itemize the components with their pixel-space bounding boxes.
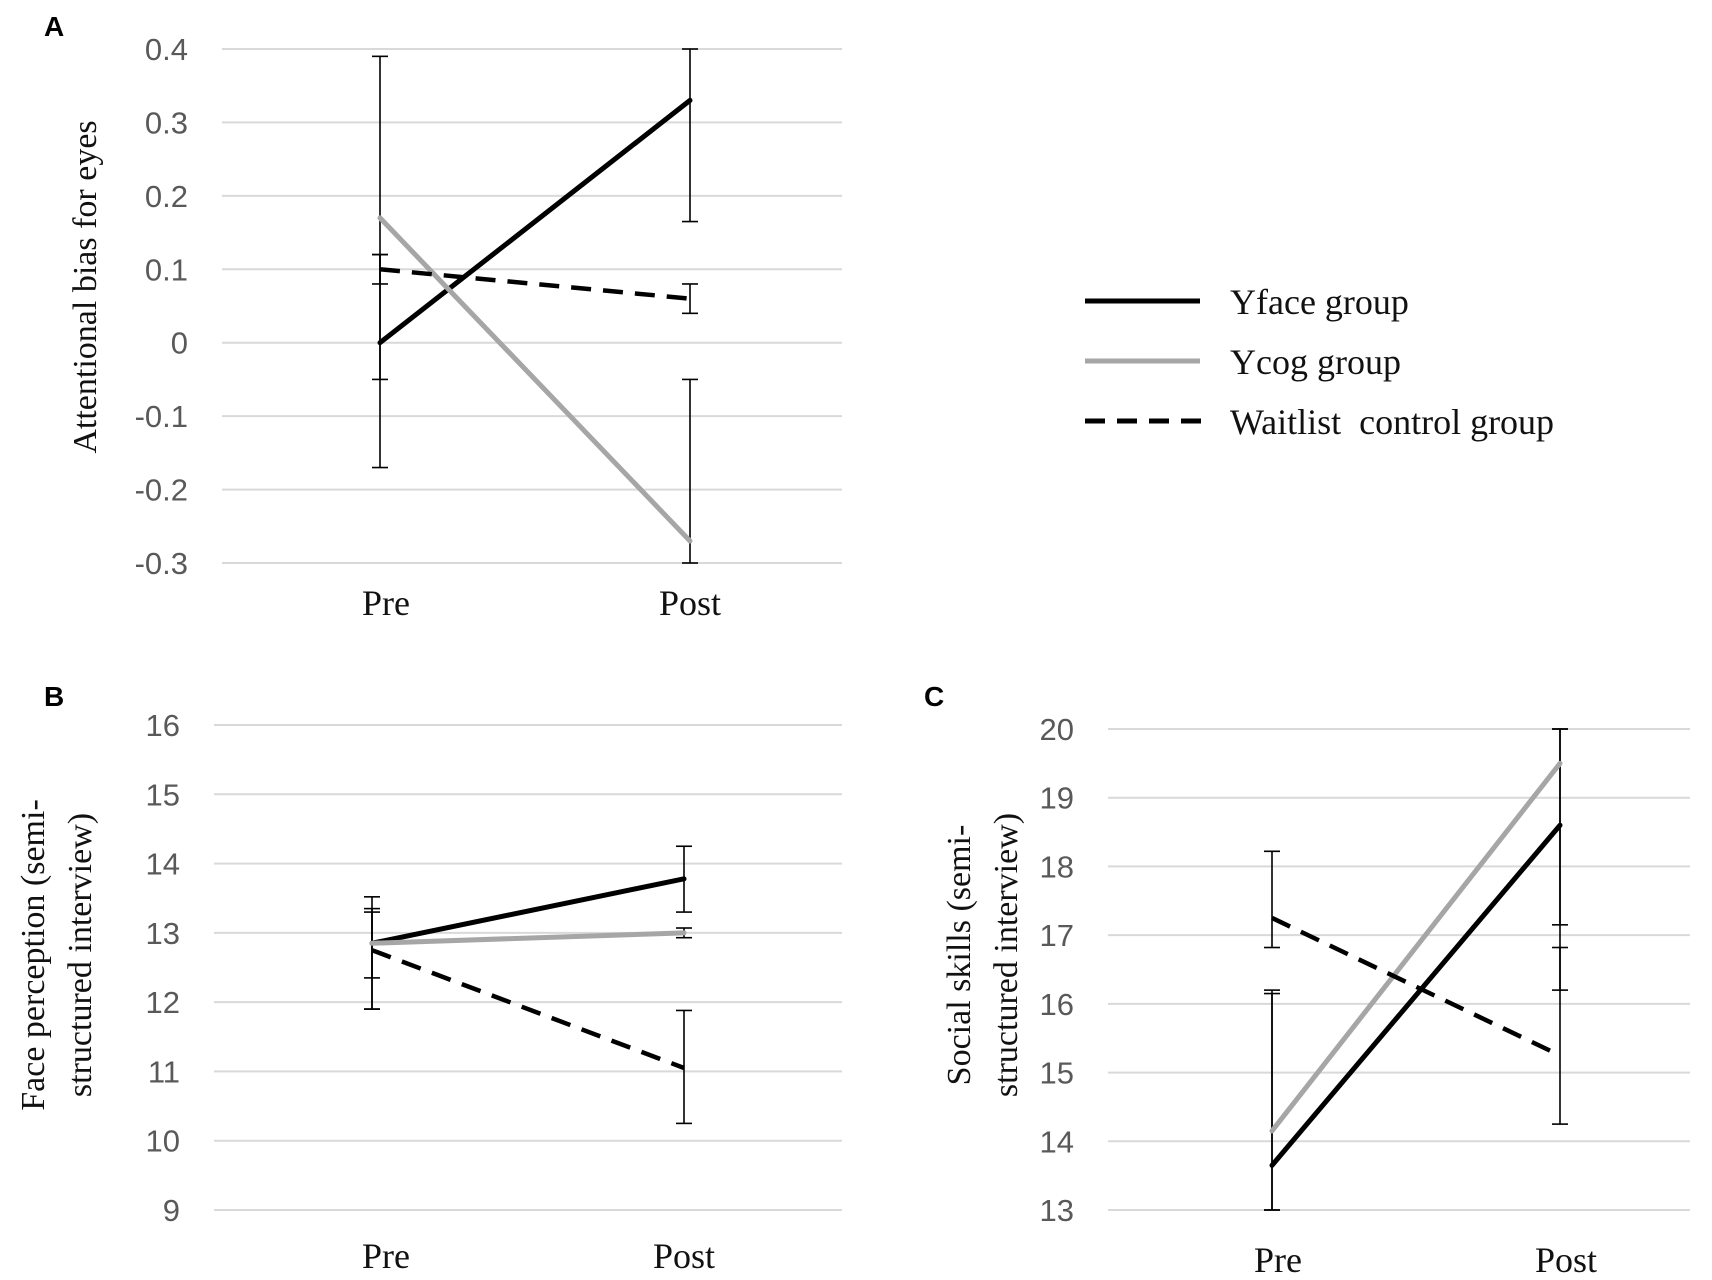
panel-c-ytick-label: 16 <box>1040 987 1074 1022</box>
panel-b-ytick-label: 10 <box>146 1124 180 1159</box>
panel-letter-b: B <box>44 681 64 712</box>
panel-a-ytick-label: -0.3 <box>135 546 188 581</box>
panel-b-xtick-post: Post <box>653 1236 715 1276</box>
panel-b-series-line-yface <box>369 876 687 946</box>
panel-b-ytick-label: 9 <box>163 1193 180 1228</box>
panel-c-yticks: 20 19 18 17 16 15 14 13 <box>1040 712 1074 1228</box>
panel-a-ytick-label: 0.1 <box>145 252 188 287</box>
panel-b-ytick-label: 11 <box>148 1054 180 1089</box>
panel-c-ytick-label: 19 <box>1040 781 1074 816</box>
panel-b-yticks: 16 15 14 13 12 11 10 9 <box>146 708 180 1228</box>
panel-b-series-line-ycog <box>369 930 687 946</box>
panel-a-ytick-label: 0 <box>171 326 188 361</box>
legend: Yface group Ycog group Waitlist control … <box>1085 282 1554 442</box>
panel-a-series-line-ycog <box>377 215 693 544</box>
panel-a-yticks: 0.4 0.3 0.2 0.1 0 -0.1 -0.2 -0.3 <box>135 32 188 581</box>
panel-b-ytick-label: 12 <box>146 985 180 1020</box>
panel-c-ytick-label: 20 <box>1040 712 1074 747</box>
panel-a-xtick-post: Post <box>659 583 721 623</box>
panel-c-series-line-ycog <box>1269 760 1563 1134</box>
panel-b-ytick-label: 15 <box>146 777 180 812</box>
panel-c-xtick-post: Post <box>1535 1240 1597 1280</box>
panel-c-series-line-waitlist <box>1271 915 1561 1058</box>
panel-a-ytick-label: -0.1 <box>135 399 188 434</box>
panel-a-xtick-pre: Pre <box>362 583 410 623</box>
panel-b-ytick-label: 13 <box>146 916 180 951</box>
panel-a-plot <box>372 48 698 564</box>
legend-label-ycog: Ycog group <box>1230 342 1401 382</box>
panel-c-ytick-label: 15 <box>1040 1056 1074 1091</box>
legend-label-waitlist: Waitlist control group <box>1230 402 1554 442</box>
legend-label-yface: Yface group <box>1230 282 1409 322</box>
panel-a-ytick-label: 0.3 <box>145 105 188 140</box>
panel-b-grid <box>214 724 842 1211</box>
panel-b-series-line-waitlist <box>371 948 685 1071</box>
panel-c-ytick-label: 14 <box>1040 1124 1074 1159</box>
panel-c-plot <box>1264 728 1568 1211</box>
panel-a-ylabel: Attentional bias for eyes <box>67 120 104 453</box>
panel-b-ylabel-line2: structured interview) <box>62 813 99 1097</box>
panel-b-plot <box>364 845 692 1125</box>
panel-c-grid <box>1108 728 1690 1211</box>
panel-a: A 0.4 0.3 0.2 0.1 0 -0.1 -0.2 -0.3 Pre Post Att… <box>44 11 842 623</box>
panel-c-series-line-yface <box>1269 822 1563 1168</box>
panel-a-series-line-waitlist <box>379 267 691 301</box>
panel-b-ytick-label: 16 <box>146 708 180 743</box>
panel-c-ytick-label: 17 <box>1040 918 1074 953</box>
panel-c-ylabel-line1: Social skills (semi- <box>941 825 978 1086</box>
panel-b-ytick-label: 14 <box>146 847 180 882</box>
panel-c-ytick-label: 13 <box>1040 1193 1074 1228</box>
panel-letter-a: A <box>44 11 64 42</box>
panel-a-ytick-label: 0.2 <box>145 179 188 214</box>
panel-a-series-line-yface <box>377 97 693 346</box>
panel-c-ytick-label: 18 <box>1040 849 1074 884</box>
panel-c-ylabel-line2: structured interview) <box>988 813 1025 1097</box>
panel-c: C 20 19 18 17 16 15 14 13 Pre Post Social skill… <box>924 681 1690 1280</box>
panel-b: B 16 15 14 13 12 11 10 9 Pre Post Face percepti… <box>15 681 842 1276</box>
panel-a-ytick-label: -0.2 <box>135 473 188 508</box>
panel-b-xtick-pre: Pre <box>362 1236 410 1276</box>
panel-letter-c: C <box>924 681 944 712</box>
panel-b-ylabel-line1: Face perception (semi- <box>15 799 52 1111</box>
panel-c-xtick-pre: Pre <box>1254 1240 1302 1280</box>
panel-a-grid <box>222 48 842 564</box>
panel-a-ytick-label: 0.4 <box>145 32 188 67</box>
